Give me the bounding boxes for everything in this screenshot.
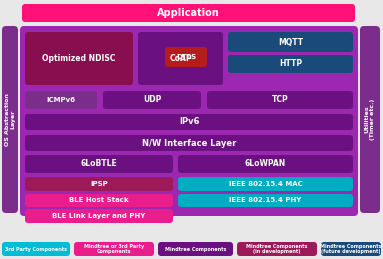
FancyBboxPatch shape: [25, 114, 353, 130]
FancyBboxPatch shape: [178, 177, 353, 191]
FancyBboxPatch shape: [25, 155, 173, 173]
Text: OS Abstraction
Layer: OS Abstraction Layer: [5, 93, 15, 146]
FancyBboxPatch shape: [2, 242, 70, 256]
Text: HTTP: HTTP: [279, 60, 302, 68]
FancyBboxPatch shape: [25, 177, 173, 191]
Text: BLE Host Stack: BLE Host Stack: [69, 198, 129, 204]
FancyBboxPatch shape: [207, 91, 353, 109]
Text: 6LoBTLE: 6LoBTLE: [81, 160, 117, 169]
FancyBboxPatch shape: [321, 242, 381, 256]
Text: MQTT: MQTT: [278, 38, 303, 47]
Text: IEEE 802.15.4 MAC: IEEE 802.15.4 MAC: [229, 181, 302, 187]
FancyBboxPatch shape: [158, 242, 233, 256]
FancyBboxPatch shape: [228, 55, 353, 73]
Text: N/W Interface Layer: N/W Interface Layer: [142, 139, 236, 147]
FancyBboxPatch shape: [20, 26, 358, 216]
FancyBboxPatch shape: [103, 91, 201, 109]
Text: ICMPv6: ICMPv6: [46, 97, 75, 103]
Text: DTLS: DTLS: [176, 54, 196, 60]
FancyBboxPatch shape: [25, 209, 173, 223]
FancyBboxPatch shape: [2, 26, 18, 213]
FancyBboxPatch shape: [360, 26, 380, 213]
Text: Mindtree Components
(future development): Mindtree Components (future development): [320, 244, 382, 254]
FancyBboxPatch shape: [228, 32, 353, 52]
FancyBboxPatch shape: [165, 47, 207, 67]
FancyBboxPatch shape: [25, 91, 97, 109]
FancyBboxPatch shape: [25, 194, 173, 207]
Text: TCP: TCP: [272, 96, 288, 104]
Text: IPv6: IPv6: [179, 118, 199, 126]
FancyBboxPatch shape: [178, 194, 353, 207]
Text: 3rd Party Components: 3rd Party Components: [5, 247, 67, 251]
Text: 6LoWPAN: 6LoWPAN: [245, 160, 286, 169]
FancyBboxPatch shape: [22, 4, 355, 22]
Text: Mindtree Components
(in development): Mindtree Components (in development): [246, 244, 308, 254]
Text: IPSP: IPSP: [90, 181, 108, 187]
FancyBboxPatch shape: [237, 242, 317, 256]
FancyBboxPatch shape: [178, 155, 353, 173]
Text: Application: Application: [157, 8, 220, 18]
Text: Mindtree or 3rd Party
Components: Mindtree or 3rd Party Components: [84, 244, 144, 254]
Text: IEEE 802.15.4 PHY: IEEE 802.15.4 PHY: [229, 198, 302, 204]
Text: Optimized NDISC: Optimized NDISC: [42, 54, 116, 63]
Text: UDP: UDP: [143, 96, 161, 104]
Text: CoAP: CoAP: [169, 54, 192, 63]
Text: BLE Link Layer and PHY: BLE Link Layer and PHY: [52, 213, 146, 219]
Text: Utilities
(Timer etc.): Utilities (Timer etc.): [365, 99, 375, 140]
Text: Mindtree Components: Mindtree Components: [165, 247, 226, 251]
FancyBboxPatch shape: [74, 242, 154, 256]
FancyBboxPatch shape: [25, 32, 133, 85]
FancyBboxPatch shape: [138, 32, 223, 85]
FancyBboxPatch shape: [25, 135, 353, 151]
